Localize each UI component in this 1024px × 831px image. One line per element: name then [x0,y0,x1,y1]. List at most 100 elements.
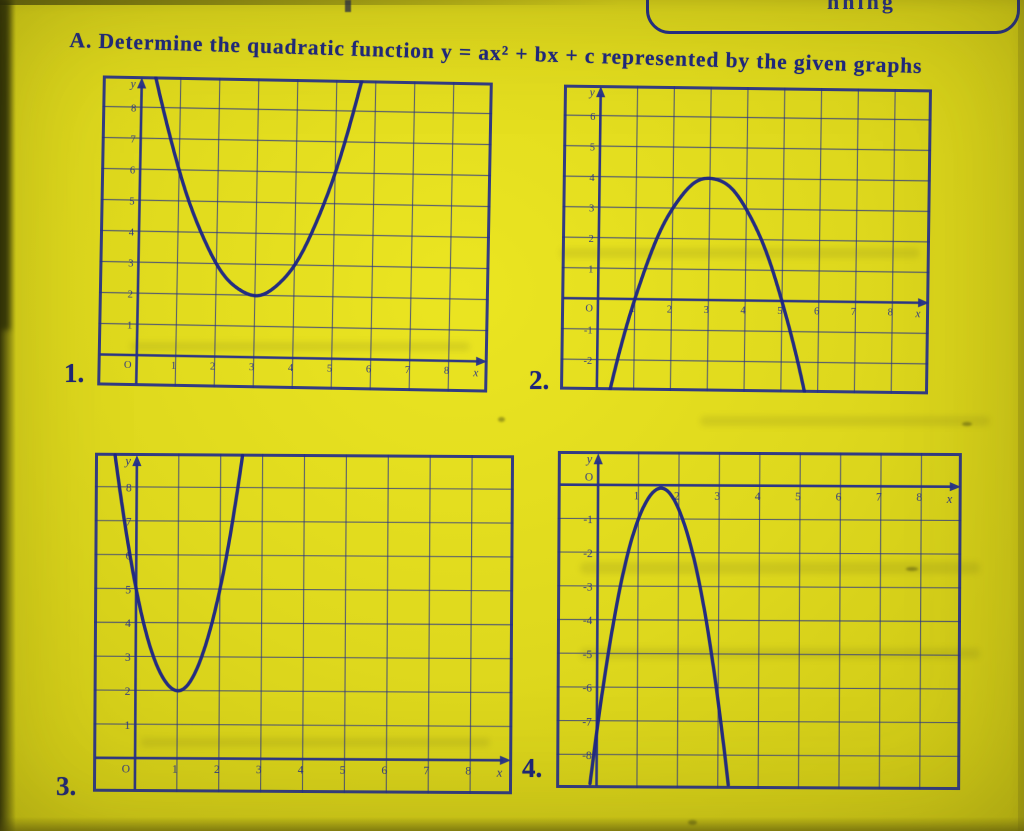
svg-text:-2: -2 [583,356,592,367]
paper-speck [962,422,972,426]
svg-text:6: 6 [836,491,842,503]
paper-corner-topleft-shadow [0,0,10,330]
svg-text:2: 2 [127,289,132,300]
svg-text:y: y [585,452,593,466]
svg-text:-3: -3 [583,582,593,594]
paper-smudge [560,248,920,258]
svg-text:3: 3 [256,764,262,776]
svg-text:5: 5 [125,584,131,596]
svg-text:5: 5 [129,196,134,207]
svg-text:3: 3 [128,258,133,269]
svg-text:1: 1 [588,264,593,275]
svg-text:5: 5 [777,306,782,317]
svg-text:2: 2 [214,764,220,776]
paper-smudge [130,342,470,351]
svg-text:O: O [122,763,130,775]
svg-text:4: 4 [129,227,135,238]
paper-smudge [700,416,990,426]
svg-text:1: 1 [171,361,176,372]
svg-text:6: 6 [814,306,819,317]
graph-4-number: 4. [522,753,543,783]
svg-text:-2: -2 [583,548,593,560]
svg-text:x: x [914,308,920,320]
svg-text:x: x [472,367,479,379]
svg-text:2: 2 [667,304,672,315]
graph-2-number: 2. [529,365,550,395]
paper-speck [906,567,918,571]
svg-text:O: O [585,472,593,484]
parabola-curve [608,176,807,394]
svg-text:3: 3 [125,652,131,664]
paper-edge-top-shadow [0,0,620,5]
paper-speck [688,820,697,825]
svg-text:4: 4 [288,363,294,374]
svg-text:y: y [589,87,596,99]
svg-text:3: 3 [704,305,709,316]
svg-text:6: 6 [381,765,387,777]
svg-text:7: 7 [126,516,132,528]
parabola-curve [154,75,364,298]
stray-ink-mark [345,0,351,12]
svg-text:5: 5 [327,364,332,375]
parabola-curve [588,486,730,787]
svg-text:4: 4 [125,618,131,630]
svg-text:5: 5 [590,142,595,153]
svg-text:8: 8 [126,483,132,495]
svg-text:7: 7 [405,365,410,376]
clipped-header-box: nning [646,0,1020,34]
svg-text:-4: -4 [583,615,593,627]
svg-text:3: 3 [589,203,594,214]
svg-text:2: 2 [674,490,680,502]
svg-text:7: 7 [876,491,882,503]
svg-text:y: y [123,454,131,468]
svg-text:8: 8 [444,366,449,377]
svg-text:-7: -7 [582,716,592,728]
svg-text:4: 4 [589,173,595,184]
clipped-header-text: nning [827,0,896,14]
svg-text:2: 2 [210,361,215,372]
svg-text:1: 1 [634,490,640,502]
paper-edge-bottom-shadow [0,817,1024,831]
svg-text:1: 1 [124,720,130,732]
svg-text:7: 7 [130,134,135,145]
svg-text:2: 2 [589,234,594,245]
svg-text:8: 8 [916,492,922,504]
svg-text:y: y [129,78,136,90]
instruction-title: A. Determine the quadratic function y = … [69,28,923,79]
graph-1-plot: x y 1 2 3 4 5 6 7 8 8 7 6 5 4 3 2 1 O [97,75,493,393]
svg-text:-8: -8 [582,750,592,762]
svg-text:-6: -6 [582,683,592,695]
svg-text:5: 5 [340,765,346,777]
svg-text:5: 5 [795,491,801,503]
svg-text:1: 1 [172,764,178,776]
svg-text:x: x [496,766,503,780]
graph-2-panel: x y 1 2 3 4 5 6 7 8 6 5 4 3 2 1 -1 -2 O [560,84,932,395]
svg-text:7: 7 [851,307,856,318]
svg-text:x: x [946,492,953,506]
svg-text:3: 3 [714,491,720,503]
svg-text:8: 8 [465,765,471,777]
svg-text:6: 6 [366,364,371,375]
parabola-curve [113,453,245,693]
svg-text:4: 4 [755,491,761,503]
svg-text:4: 4 [740,305,746,316]
paper-speck [498,417,505,422]
svg-text:6: 6 [590,112,595,123]
graph-1-panel: x y 1 2 3 4 5 6 7 8 8 7 6 5 4 3 2 1 O [97,75,493,393]
svg-text:1: 1 [127,320,132,331]
svg-text:2: 2 [125,686,131,698]
svg-text:-5: -5 [583,649,593,661]
svg-text:8: 8 [888,307,893,318]
graph-4-panel: x y 1 2 3 4 5 6 7 8 -1 -2 -3 -4 -5 -6 -7 -8 O [556,450,962,791]
paper-smudge [580,648,980,659]
svg-text:3: 3 [249,362,254,373]
svg-text:-1: -1 [583,514,593,526]
graph-1-number: 1. [64,358,85,388]
svg-text:O: O [585,303,593,314]
svg-text:-1: -1 [584,325,593,336]
svg-text:7: 7 [423,765,429,777]
